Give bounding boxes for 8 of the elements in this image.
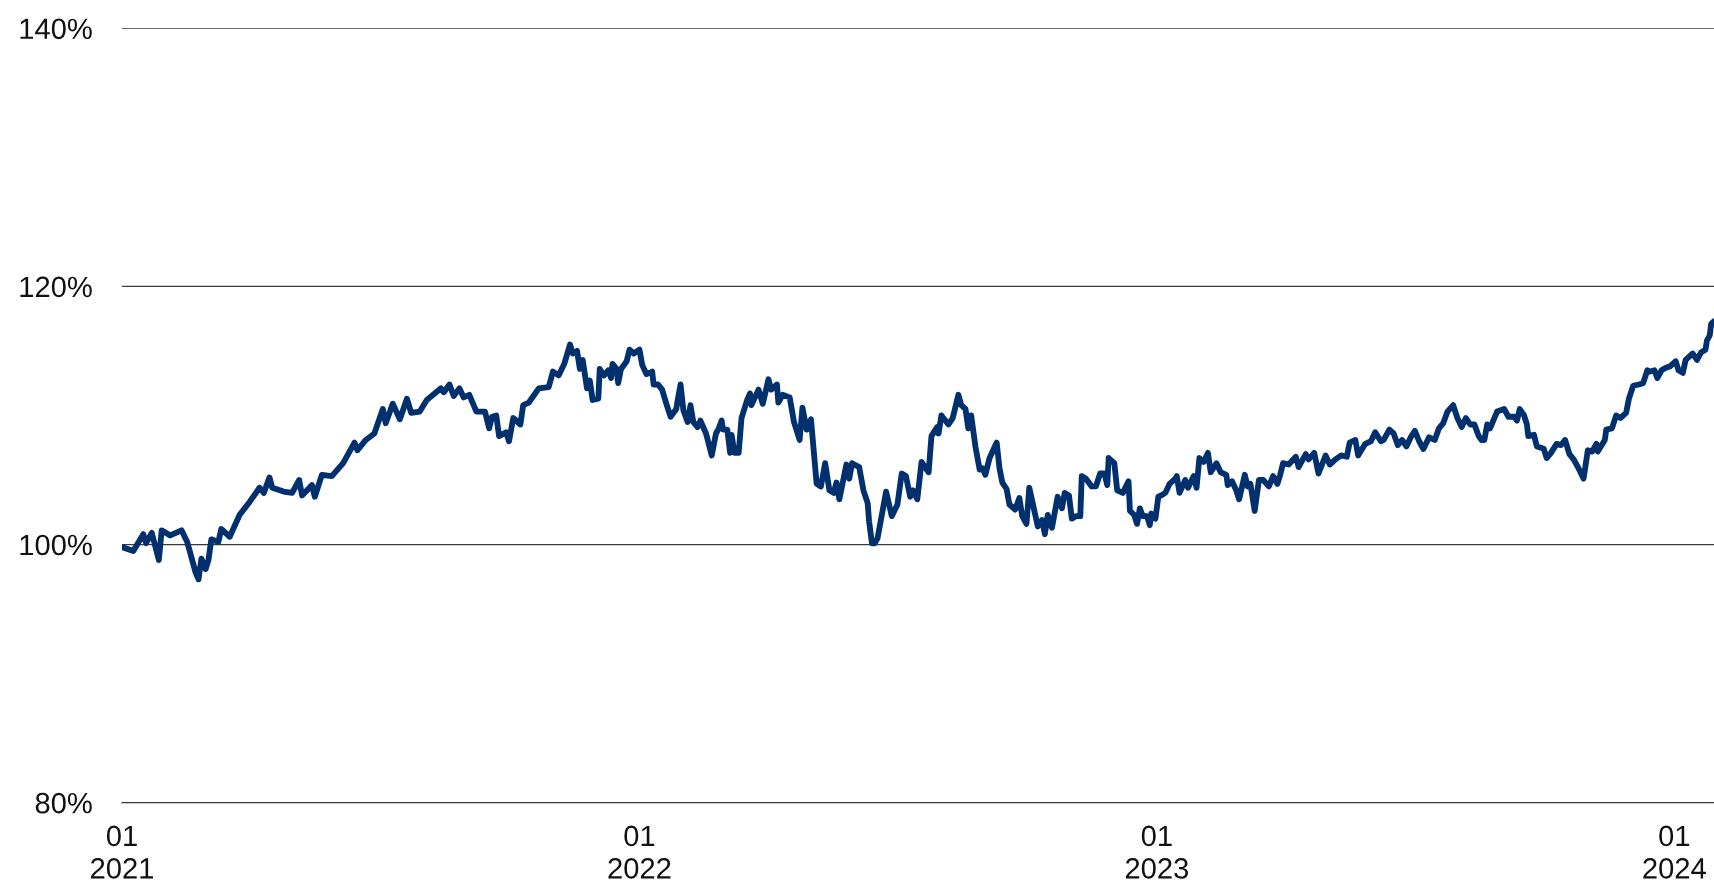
x-tick-label: 01 2022 bbox=[608, 825, 671, 879]
x-tick-label: 01 2021 bbox=[91, 825, 154, 879]
y-tick-label: 120% bbox=[20, 276, 92, 298]
x-tick-label: 01 2024 bbox=[1643, 825, 1706, 879]
y-tick-label: 80% bbox=[35, 792, 92, 814]
y-tick-label: 100% bbox=[20, 534, 92, 556]
x-tick-label: 01 2023 bbox=[1125, 825, 1189, 879]
y-tick-label: 140% bbox=[20, 18, 92, 40]
